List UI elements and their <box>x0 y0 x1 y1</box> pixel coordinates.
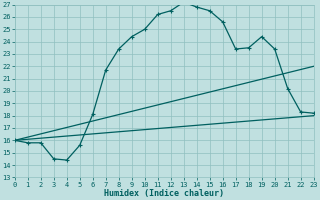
X-axis label: Humidex (Indice chaleur): Humidex (Indice chaleur) <box>104 189 224 198</box>
